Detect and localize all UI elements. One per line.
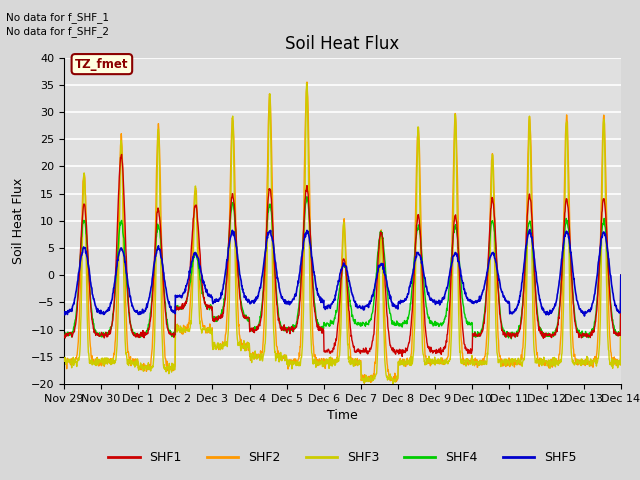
Title: Soil Heat Flux: Soil Heat Flux — [285, 35, 399, 53]
Text: No data for f_SHF_1: No data for f_SHF_1 — [6, 12, 109, 23]
Text: TZ_fmet: TZ_fmet — [75, 58, 129, 71]
Y-axis label: Soil Heat Flux: Soil Heat Flux — [12, 178, 25, 264]
Legend: SHF1, SHF2, SHF3, SHF4, SHF5: SHF1, SHF2, SHF3, SHF4, SHF5 — [103, 446, 582, 469]
X-axis label: Time: Time — [327, 409, 358, 422]
Text: No data for f_SHF_2: No data for f_SHF_2 — [6, 26, 109, 37]
